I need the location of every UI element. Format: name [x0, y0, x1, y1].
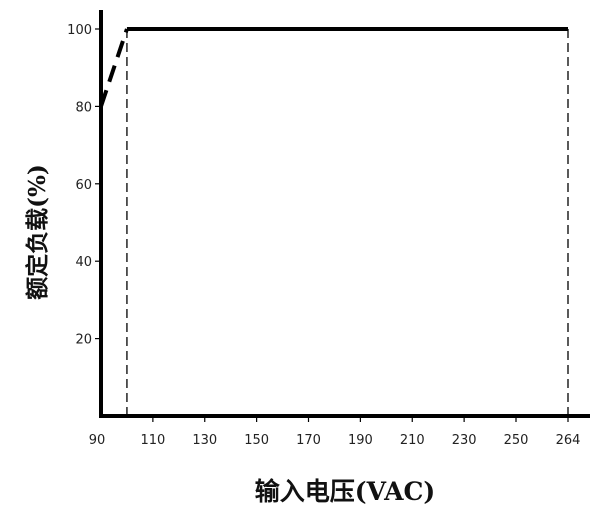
x-tick-label: 210 — [400, 433, 425, 448]
x-tick-label: 190 — [348, 433, 373, 448]
y-tick-label: 20 — [75, 333, 92, 348]
y-tick-label: 100 — [67, 23, 92, 38]
x-tick-label: 230 — [452, 433, 477, 448]
y-tick-labels: 20 40 60 80 100 — [67, 23, 101, 348]
y-axis-title: 额定负载(%) — [24, 164, 51, 300]
x-tick-label: 90 — [89, 433, 106, 448]
x-tick-label: 130 — [192, 433, 217, 448]
x-tick-label: 150 — [244, 433, 269, 448]
reference-lines — [127, 29, 568, 416]
y-tick-label: 80 — [75, 100, 92, 115]
series-group — [101, 29, 568, 106]
x-tick-label: 250 — [504, 433, 529, 448]
x-tick-label: 110 — [140, 433, 165, 448]
x-tick-labels: 90 110 130 150 170 190 210 230 250 264 — [89, 416, 581, 448]
x-axis-title: 输入电压(VAC) — [255, 477, 435, 506]
y-tick-label: 40 — [75, 255, 92, 270]
x-tick-label: 170 — [296, 433, 321, 448]
series-segment-1 — [101, 29, 127, 106]
y-tick-label: 60 — [75, 178, 92, 193]
x-tick-label: 264 — [556, 433, 581, 448]
axes — [99, 10, 590, 416]
